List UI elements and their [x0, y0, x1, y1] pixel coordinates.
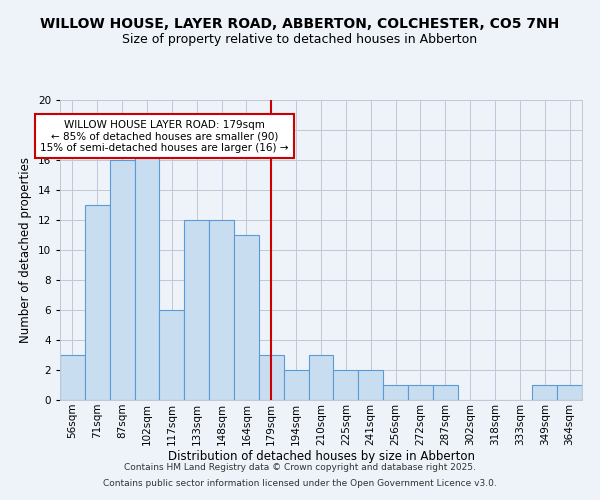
- Y-axis label: Number of detached properties: Number of detached properties: [19, 157, 32, 343]
- Bar: [358, 370, 383, 400]
- Bar: [334, 370, 358, 400]
- Text: Size of property relative to detached houses in Abberton: Size of property relative to detached ho…: [122, 32, 478, 46]
- Bar: [85, 205, 110, 400]
- Bar: [259, 355, 284, 400]
- Text: Contains public sector information licensed under the Open Government Licence v3: Contains public sector information licen…: [103, 478, 497, 488]
- Text: WILLOW HOUSE, LAYER ROAD, ABBERTON, COLCHESTER, CO5 7NH: WILLOW HOUSE, LAYER ROAD, ABBERTON, COLC…: [40, 18, 560, 32]
- Bar: [532, 385, 557, 400]
- Text: WILLOW HOUSE LAYER ROAD: 179sqm
← 85% of detached houses are smaller (90)
15% of: WILLOW HOUSE LAYER ROAD: 179sqm ← 85% of…: [40, 120, 289, 152]
- Bar: [433, 385, 458, 400]
- Text: Contains HM Land Registry data © Crown copyright and database right 2025.: Contains HM Land Registry data © Crown c…: [124, 464, 476, 472]
- Bar: [60, 355, 85, 400]
- X-axis label: Distribution of detached houses by size in Abberton: Distribution of detached houses by size …: [167, 450, 475, 464]
- Bar: [134, 145, 160, 400]
- Bar: [308, 355, 334, 400]
- Bar: [209, 220, 234, 400]
- Bar: [110, 160, 134, 400]
- Bar: [184, 220, 209, 400]
- Bar: [160, 310, 184, 400]
- Bar: [408, 385, 433, 400]
- Bar: [284, 370, 308, 400]
- Bar: [234, 235, 259, 400]
- Bar: [383, 385, 408, 400]
- Bar: [557, 385, 582, 400]
